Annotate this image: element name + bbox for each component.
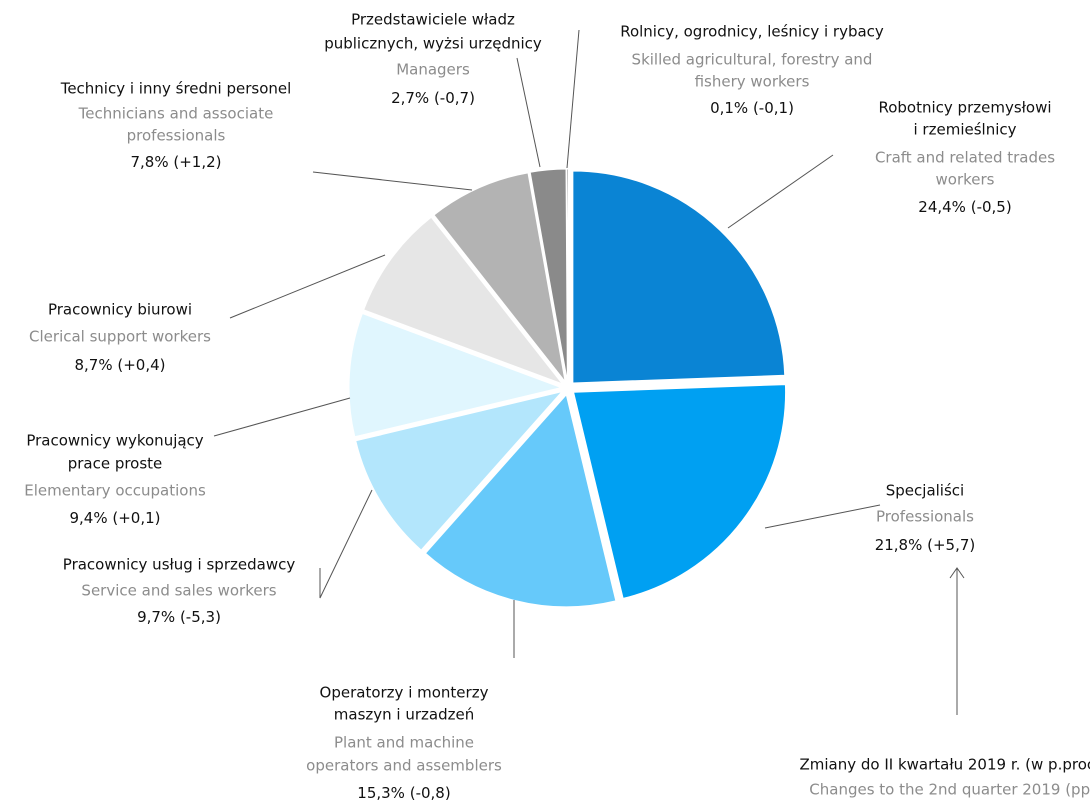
change: (+0,4): [117, 356, 165, 374]
percent: 21,8%: [875, 536, 923, 554]
label-pl: Pracownicy usług i sprzedawcy: [63, 556, 296, 574]
leader-line: [764, 504, 881, 529]
arrow-head: [949, 567, 965, 579]
change: (-0,8): [410, 784, 451, 802]
pie-slice: [348, 312, 563, 438]
label-pl: maszyn i urzadzeń: [334, 706, 474, 724]
label-en: Technicians and associate: [78, 105, 274, 123]
value-label: 9,4% (+0,1): [69, 509, 160, 527]
pie-slice: [433, 172, 566, 382]
label-pl: Technicy i inny średni personel: [60, 80, 292, 98]
label-en: workers: [936, 171, 995, 189]
label-en: Plant and machine: [334, 734, 474, 752]
leader-line: [312, 171, 473, 191]
label-pl: prace proste: [68, 455, 163, 473]
percent: 9,4%: [69, 509, 107, 527]
change: (-0,5): [971, 198, 1012, 216]
label-pl: Specjaliści: [886, 482, 964, 500]
percent: 15,3%: [357, 784, 405, 802]
value-label: 9,7% (-5,3): [137, 608, 221, 626]
label-en: Elementary occupations: [24, 482, 206, 500]
change: (-0,1): [753, 99, 794, 117]
label-pl: Przedstawiciele władz: [351, 11, 515, 29]
pie-slice: [424, 393, 617, 608]
pie-slice: [572, 384, 787, 599]
pie-slice: [566, 168, 569, 382]
leader-line: [516, 57, 541, 168]
pie-slice: [363, 216, 564, 385]
note-en: Changes to the 2nd quarter 2019 (pp).: [809, 781, 1090, 799]
leader-line: [566, 29, 580, 169]
label-en: operators and assemblers: [306, 757, 502, 775]
change: (+5,7): [927, 536, 975, 554]
percent: 0,1%: [710, 99, 748, 117]
value-label: 2,7% (-0,7): [391, 89, 475, 107]
label-en: Professionals: [876, 508, 974, 526]
label-pl: i rzemieślnicy: [914, 121, 1017, 139]
change: (+0,1): [112, 509, 160, 527]
label-en: Skilled agricultural, forestry and: [632, 51, 873, 69]
value-label: 0,1% (-0,1): [710, 99, 794, 117]
label-en: Craft and related trades: [875, 149, 1055, 167]
pie-slice: [572, 170, 786, 384]
value-label: 8,7% (+0,4): [74, 356, 165, 374]
label-pl: Robotnicy przemysłowi: [878, 99, 1051, 117]
percent: 7,8%: [130, 153, 168, 171]
value-label: 24,4% (-0,5): [918, 198, 1011, 216]
change: (+1,2): [173, 153, 221, 171]
leader-line: [213, 397, 351, 437]
value-label: 15,3% (-0,8): [357, 784, 450, 802]
label-pl: Operatorzy i monterzy: [320, 684, 489, 702]
label-en: Managers: [396, 61, 470, 79]
label-en: Clerical support workers: [29, 328, 211, 346]
note: Zmiany do II kwartału 2019 r. (w p.proc.…: [799, 756, 1090, 774]
label-pl: Pracownicy wykonujący: [26, 432, 203, 450]
percent: 8,7%: [74, 356, 112, 374]
percent: 2,7%: [391, 89, 429, 107]
change: (-5,3): [180, 608, 221, 626]
value-label: 21,8% (+5,7): [875, 536, 976, 554]
label-en: professionals: [127, 127, 226, 145]
leader-line: [727, 154, 834, 229]
percent: 24,4%: [918, 198, 966, 216]
label-pl: publicznych, wyżsi urzędnicy: [324, 35, 542, 53]
percent: 9,7%: [137, 608, 175, 626]
label-en: Service and sales workers: [81, 582, 276, 600]
label-pl: Pracownicy biurowi: [48, 301, 192, 319]
leader-line: [319, 489, 373, 599]
pie-slice: [355, 390, 564, 551]
label-pl: Rolnicy, ogrodnicy, leśnicy i rybacy: [620, 23, 884, 41]
pie-slice: [529, 168, 568, 382]
leader-line: [229, 254, 386, 319]
change: (-0,7): [434, 89, 475, 107]
label-en: fishery workers: [695, 73, 810, 91]
value-label: 7,8% (+1,2): [130, 153, 221, 171]
